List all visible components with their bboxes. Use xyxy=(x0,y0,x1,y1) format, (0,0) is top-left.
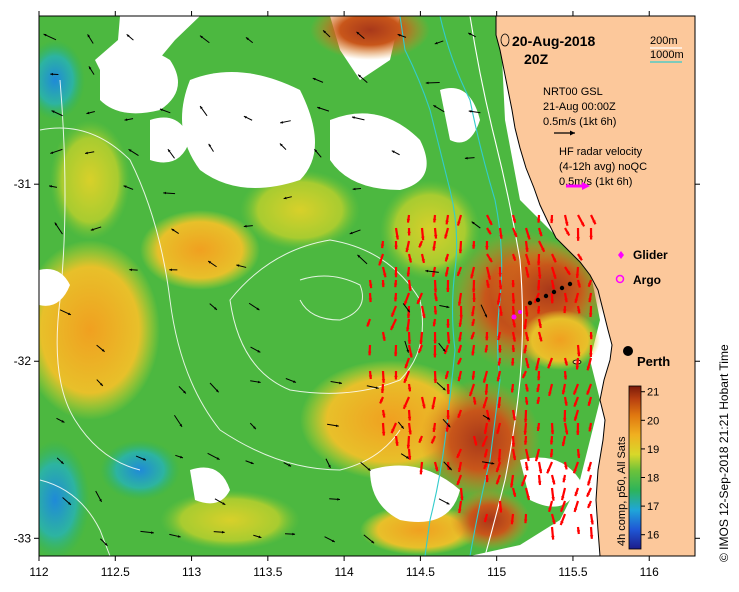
colorbar-title: 4h comp, p50, All Sats xyxy=(616,436,628,546)
colorbar-tick-label: 16 xyxy=(647,530,659,542)
radar-legend-arrow-icon xyxy=(582,182,590,190)
colorbar-tick-label: 19 xyxy=(647,444,659,456)
depth-legend: 200m 1000m xyxy=(650,35,684,63)
radar-legend-line1: HF radar velocity xyxy=(559,146,643,158)
depth-legend-1000: 1000m xyxy=(650,49,684,61)
y-tick-label: -33 xyxy=(14,531,32,545)
colorbar: 21 20 19 18 17 16 4h comp, p50, All Sats xyxy=(616,385,659,550)
wind-legend: NRT00 GSL 21-Aug 00:00Z 0.5m/s (1kt 6h) xyxy=(543,86,616,136)
colorbar-tick-label: 17 xyxy=(647,501,659,513)
glider-marker xyxy=(511,314,517,320)
glider-legend-label: Glider xyxy=(633,248,668,262)
x-tick-label: 113.5 xyxy=(253,565,282,579)
x-tick-label: 113 xyxy=(182,565,201,579)
colorbar-tick-label: 20 xyxy=(647,415,659,427)
x-tick-label: 115.5 xyxy=(558,565,587,579)
wind-legend-line2: 21-Aug 00:00Z xyxy=(543,101,616,113)
x-tick-label: 116 xyxy=(640,565,659,579)
map-frame xyxy=(38,15,696,557)
glider-track xyxy=(511,281,573,320)
colorbar-tick-label: 18 xyxy=(647,473,659,485)
x-tick-label: 115 xyxy=(487,565,506,579)
wind-legend-arrow-icon xyxy=(570,130,575,136)
wind-legend-line3: 0.5m/s (1kt 6h) xyxy=(543,116,616,128)
x-tick-label: 112.5 xyxy=(101,565,130,579)
perth-label: Perth xyxy=(637,354,670,369)
argo-legend-icon xyxy=(615,274,625,284)
wind-legend-line1: NRT00 GSL xyxy=(543,86,603,98)
title-time: 20Z xyxy=(524,51,549,67)
land xyxy=(495,16,695,556)
credit-text: © IMOS 12-Sep-2018 21:21 Hobart Time xyxy=(717,344,731,562)
marker-legend: Glider Argo xyxy=(615,248,668,287)
radar-legend-line2: (4-12h avg) noQC xyxy=(559,161,647,173)
depth-legend-200: 200m xyxy=(650,35,678,47)
contour-200m xyxy=(469,16,524,556)
title-date: 20-Aug-2018 xyxy=(512,33,595,49)
radar-legend: HF radar velocity (4-12h avg) noQC 0.5m/… xyxy=(559,146,647,190)
x-axis: 112 112.5 113 113.5 114 114.5 115 115.5 116 xyxy=(29,11,659,579)
contour-1000m xyxy=(399,16,458,556)
x-tick-label: 112 xyxy=(29,565,48,579)
map-area xyxy=(39,16,695,556)
hf-radar-velocity-arrows xyxy=(366,214,597,540)
wind-arrows xyxy=(43,29,495,547)
x-tick-label: 114 xyxy=(335,565,354,579)
colorbar-tick-label: 21 xyxy=(647,387,659,399)
colorbar-gradient xyxy=(628,385,642,550)
y-tick-label: -32 xyxy=(14,354,32,368)
argo-legend-label: Argo xyxy=(633,273,661,287)
y-axis: -31 -32 -33 xyxy=(14,177,700,545)
y-tick-label: -31 xyxy=(14,177,32,191)
x-tick-label: 114.5 xyxy=(406,565,435,579)
glider-legend-icon xyxy=(618,251,624,259)
perth-marker xyxy=(623,346,633,356)
